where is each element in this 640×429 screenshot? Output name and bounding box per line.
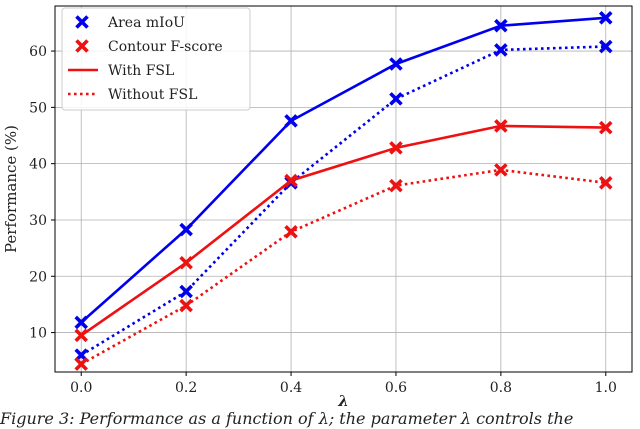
y-tick-label: 50 [29,100,47,116]
data-point-marker [74,357,89,371]
data-point-marker [494,18,508,33]
legend-label: With FSL [108,63,174,79]
legend-label: Without FSL [108,87,197,103]
series-line [80,45,606,357]
legend-marker [75,15,89,29]
y-tick-label: 10 [29,326,47,342]
data-point-marker [599,39,613,54]
plot-frame [54,5,633,373]
x-tick-label: 0.0 [70,380,92,396]
legend-label: Area mIoU [107,15,185,31]
legend: Area mIoU Contour F-score With FSL Without … [61,7,251,111]
y-tick-label: 30 [29,213,47,229]
data-point-marker [494,163,508,177]
y-tick-label: 60 [29,44,47,60]
x-tick-label: 0.6 [385,380,407,396]
legend-item: Without FSL [68,87,197,103]
data-point-marker [389,57,403,71]
data-point-marker [284,225,298,239]
data-point-marker [74,315,89,330]
figure-caption: Figure 3: Performance as a function of λ… [0,409,574,428]
line-chart: 0.0 0.2 0.4 0.6 0.8 1.0 10 20 30 40 50 60 λ Perform… [2,5,633,410]
series-layer [74,11,613,371]
x-tick-label: 0.8 [490,380,512,396]
data-point-marker [599,11,613,25]
data-point-marker [179,284,193,299]
x-tick-label: 0.2 [175,380,197,396]
y-tick-label: 40 [29,157,47,173]
legend-marker [75,39,89,53]
legend-label: Contour F-score [108,39,223,55]
data-point-marker [389,92,403,106]
data-point-marker [179,222,193,237]
data-point-marker [494,119,508,133]
legend-item: Contour F-score [75,39,223,55]
y-axis-title: Performance (%) [2,125,20,253]
data-point-marker [284,173,298,188]
legend-box [61,7,251,111]
data-point-marker [179,298,193,313]
data-point-marker [599,176,613,190]
data-point-marker [494,43,508,57]
legend-item: With FSL [68,63,174,79]
data-point-marker [284,114,298,128]
x-axis-title: λ [337,392,349,410]
data-point-marker [179,255,193,270]
x-tick-label: 1.0 [595,380,617,396]
data-point-marker [599,120,613,135]
x-tick-label: 0.4 [280,380,302,396]
legend-item: Area mIoU [75,15,185,31]
data-point-marker [74,328,89,343]
series-line [80,124,606,337]
series-line [80,168,606,366]
data-point-marker [389,141,403,155]
series-line [80,16,606,324]
y-tick-label: 20 [29,269,47,285]
data-point-marker [389,178,403,193]
axis-ticks: 0.0 0.2 0.4 0.6 0.8 1.0 10 20 30 40 50 60 [29,44,617,396]
